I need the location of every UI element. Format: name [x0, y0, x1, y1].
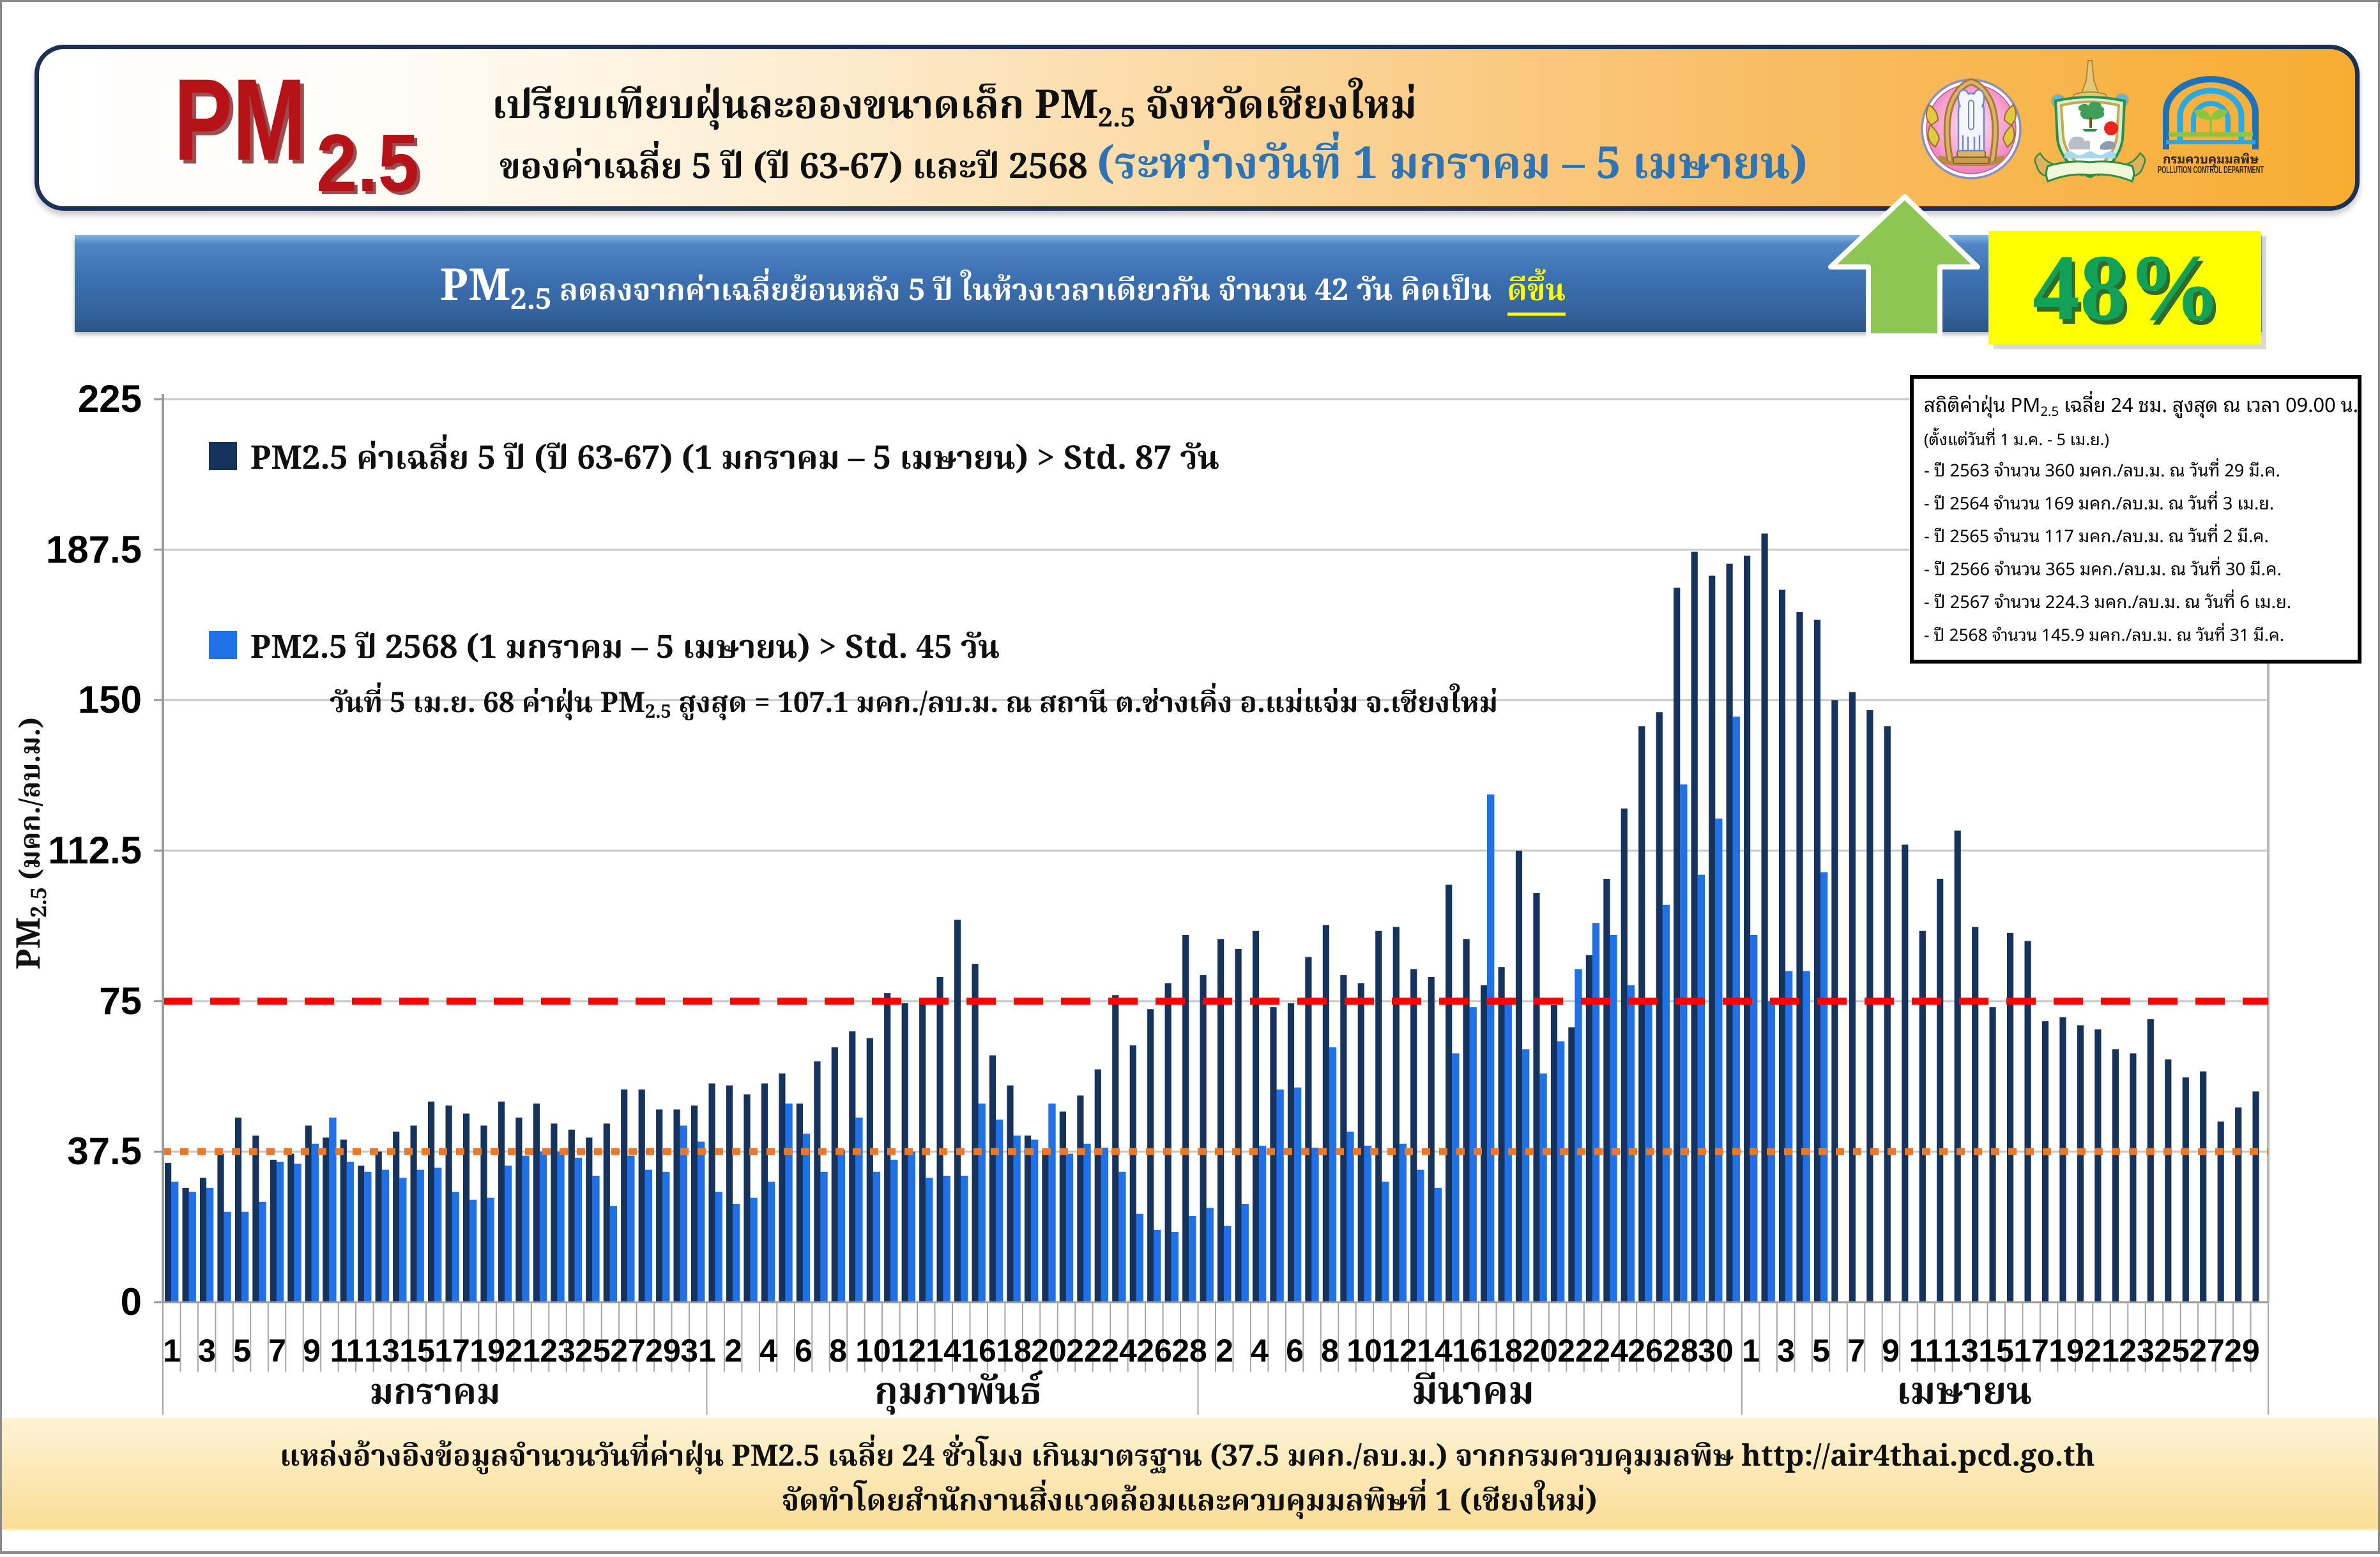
svg-text:2.5: 2.5 [319, 121, 422, 211]
svg-text:31: 31 [680, 1333, 716, 1369]
svg-text:8: 8 [1321, 1333, 1339, 1369]
svg-text:9: 9 [303, 1333, 321, 1369]
svg-text:24: 24 [1592, 1333, 1628, 1369]
svg-text:20: 20 [1522, 1333, 1558, 1369]
svg-text:48%: 48% [2036, 240, 2225, 345]
svg-text:21: 21 [505, 1333, 540, 1369]
svg-text:1: 1 [1742, 1333, 1760, 1369]
svg-text:8: 8 [829, 1333, 847, 1369]
svg-text:9: 9 [1882, 1333, 1900, 1369]
svg-text:29: 29 [645, 1333, 681, 1369]
svg-text:14: 14 [926, 1333, 961, 1369]
svg-text:11: 11 [330, 1333, 364, 1369]
svg-text:5: 5 [1812, 1333, 1830, 1369]
svg-text:21: 21 [2084, 1333, 2119, 1369]
svg-text:17: 17 [434, 1333, 470, 1369]
svg-text:2: 2 [724, 1333, 742, 1369]
svg-text:150: 150 [78, 678, 142, 721]
svg-text:22: 22 [1557, 1333, 1593, 1369]
svg-text:27: 27 [2189, 1333, 2225, 1369]
svg-text:12: 12 [890, 1333, 926, 1369]
svg-text:28: 28 [1171, 1333, 1207, 1369]
svg-text:7: 7 [268, 1333, 286, 1369]
svg-text:6: 6 [795, 1333, 812, 1369]
svg-text:16: 16 [1452, 1333, 1488, 1369]
svg-text:4: 4 [1251, 1333, 1269, 1369]
svg-text:17: 17 [2013, 1333, 2049, 1369]
svg-text:25: 25 [575, 1333, 611, 1369]
svg-text:48%: 48% [2033, 236, 2222, 340]
svg-text:26: 26 [1628, 1333, 1663, 1369]
svg-text:29: 29 [2224, 1333, 2260, 1369]
svg-text:12: 12 [1382, 1333, 1417, 1369]
svg-text:18: 18 [996, 1333, 1032, 1369]
svg-text:24: 24 [1101, 1333, 1137, 1369]
svg-text:PM: PM [174, 54, 306, 185]
svg-text:15: 15 [399, 1333, 435, 1369]
svg-text:112.5: 112.5 [48, 829, 142, 872]
svg-text:POLLUTION CONTROL DEPARTMENT: POLLUTION CONTROL DEPARTMENT [2158, 165, 2264, 176]
svg-text:20: 20 [1031, 1333, 1067, 1369]
svg-text:26: 26 [1136, 1333, 1172, 1369]
svg-text:1: 1 [163, 1333, 181, 1369]
svg-text:19: 19 [2048, 1333, 2084, 1369]
svg-text:3: 3 [1777, 1333, 1795, 1369]
svg-text:37.5: 37.5 [67, 1130, 142, 1173]
svg-text:16: 16 [961, 1333, 996, 1369]
svg-text:15: 15 [1978, 1333, 2014, 1369]
svg-text:11: 11 [1909, 1333, 1943, 1369]
svg-text:25: 25 [2154, 1333, 2190, 1369]
svg-text:30: 30 [1698, 1333, 1734, 1369]
svg-text:PM: PM [178, 58, 310, 188]
svg-text:187.5: 187.5 [46, 528, 142, 571]
svg-text:6: 6 [1286, 1333, 1304, 1369]
svg-text:14: 14 [1417, 1333, 1453, 1369]
svg-text:23: 23 [540, 1333, 576, 1369]
svg-text:13: 13 [364, 1333, 400, 1369]
svg-text:27: 27 [610, 1333, 646, 1369]
svg-text:23: 23 [2119, 1333, 2155, 1369]
svg-text:19: 19 [469, 1333, 505, 1369]
svg-text:2.5: 2.5 [316, 118, 419, 208]
svg-text:7: 7 [1847, 1333, 1865, 1369]
svg-text:10: 10 [855, 1333, 891, 1369]
svg-text:75: 75 [99, 980, 142, 1022]
svg-text:10: 10 [1346, 1333, 1382, 1369]
svg-text:0: 0 [121, 1280, 142, 1323]
svg-text:13: 13 [1943, 1333, 1979, 1369]
svg-text:4: 4 [759, 1333, 777, 1369]
svg-text:22: 22 [1066, 1333, 1102, 1369]
svg-text:18: 18 [1487, 1333, 1523, 1369]
svg-text:3: 3 [198, 1333, 216, 1369]
svg-text:28: 28 [1663, 1333, 1698, 1369]
svg-text:5: 5 [233, 1333, 251, 1369]
svg-text:2: 2 [1216, 1333, 1233, 1369]
svg-text:225: 225 [78, 377, 142, 420]
